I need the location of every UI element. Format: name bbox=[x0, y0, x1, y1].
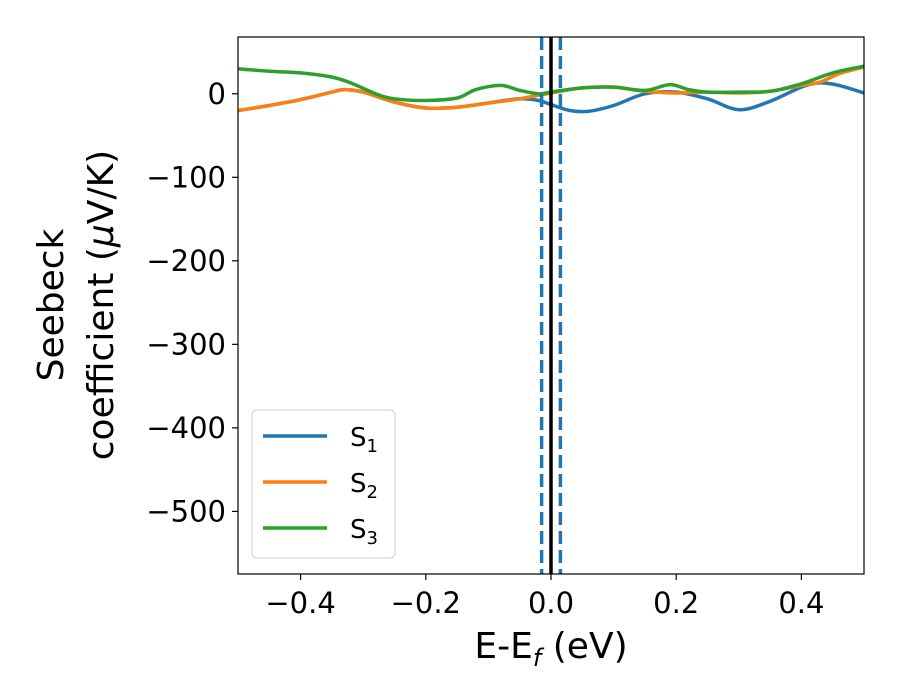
legend-box bbox=[251, 409, 396, 559]
y-axis-label: Seebeck coefficient (μV/K) bbox=[31, 150, 122, 460]
x-tick-label: −0.4 bbox=[265, 586, 335, 620]
y-tick-label: −300 bbox=[146, 327, 226, 361]
y-tick-label: −100 bbox=[146, 160, 226, 194]
y-axis-label-line1: Seebeck bbox=[31, 228, 72, 381]
y-axis-ticks: 0 −100 −200 −300 −400 −500 bbox=[146, 77, 238, 528]
series-line-3 bbox=[238, 64, 864, 103]
y-tick-label: −400 bbox=[146, 411, 226, 445]
x-tick-label: 0.2 bbox=[653, 586, 699, 620]
legend-label-2: S2 bbox=[350, 469, 378, 503]
y-tick-label: −200 bbox=[146, 244, 226, 278]
x-axis-label: E-Ef (eV) bbox=[474, 626, 627, 672]
y-tick-label: −500 bbox=[146, 494, 226, 528]
x-axis-ticks: −0.4 −0.2 0.0 0.2 0.4 bbox=[265, 574, 824, 620]
legend-label-1: S1 bbox=[350, 423, 378, 457]
legend-label-3: S3 bbox=[350, 515, 378, 549]
y-tick-label: 0 bbox=[208, 77, 226, 111]
legend: S1 S2 S3 bbox=[251, 409, 396, 559]
vline-layer bbox=[539, 37, 563, 574]
y-axis-label-line2: coefficient (μV/K) bbox=[81, 150, 122, 460]
x-tick-label: 0.0 bbox=[528, 586, 574, 620]
x-tick-label: −0.2 bbox=[391, 586, 461, 620]
x-tick-label: 0.4 bbox=[778, 586, 824, 620]
